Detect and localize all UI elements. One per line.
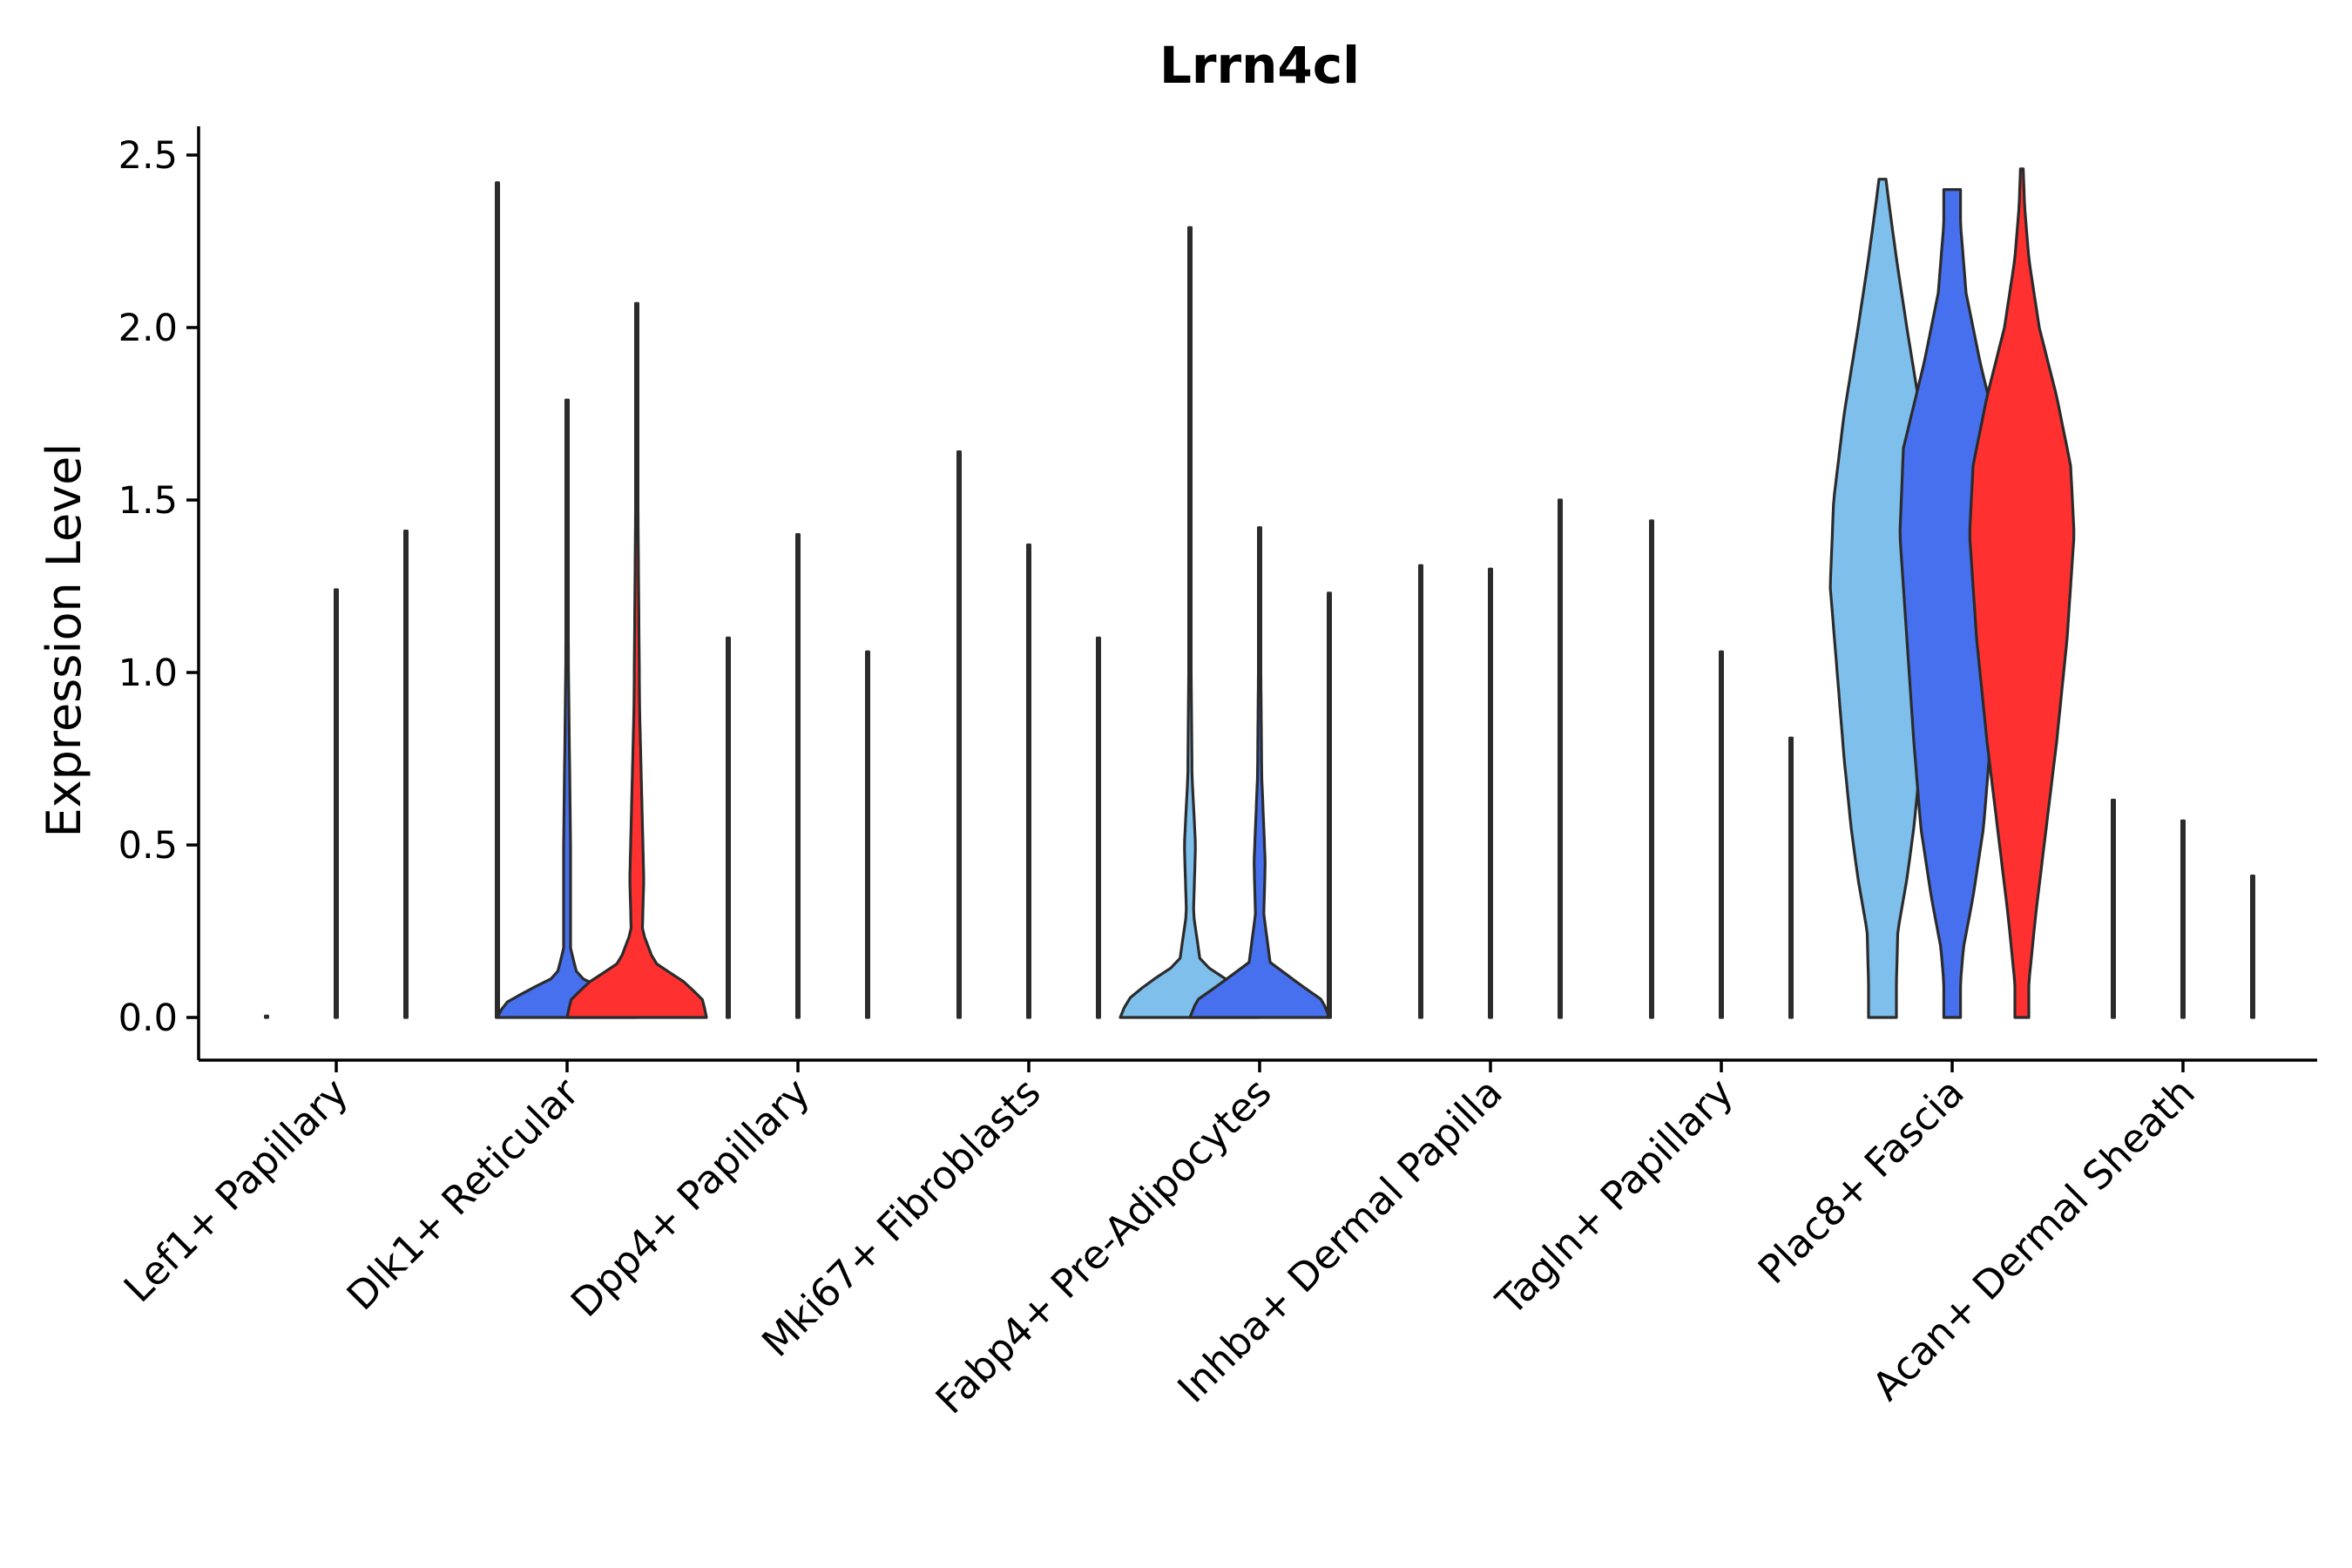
violin-shape (264, 1014, 269, 1019)
violin-shape (1418, 564, 1423, 1019)
violin-shape (334, 588, 339, 1019)
violin-shape (1558, 498, 1563, 1019)
violin-shape (2180, 819, 2186, 1019)
violin-shape (1788, 736, 1794, 1019)
violin-shape (2111, 798, 2116, 1019)
y-tick-label: 0.5 (118, 824, 178, 868)
violin-shape (956, 450, 962, 1019)
violin-shape (496, 398, 639, 1019)
violin-shape (495, 181, 500, 1019)
y-tick-label: 2.5 (118, 134, 178, 178)
violin-shape (1649, 519, 1654, 1019)
violin-shape (565, 301, 708, 1019)
violin-shape (403, 530, 409, 1019)
violin-shape (795, 533, 801, 1019)
x-category-label: Dlk1+ Reticular (338, 1069, 588, 1319)
chart-title: Lrrn4cl (1159, 36, 1360, 95)
x-category-label: Lef1+ Papillary (115, 1069, 357, 1311)
y-tick-label: 0.0 (118, 997, 178, 1040)
y-tick-label: 1.5 (118, 479, 178, 523)
violin-shape (1188, 526, 1331, 1019)
violin-shape (1096, 636, 1101, 1019)
x-category-label: Plac8+ Fascia (1749, 1069, 1973, 1293)
violin-shape (1719, 650, 1724, 1019)
violin-shape (1968, 167, 2076, 1019)
y-axis-label: Expression Level (37, 443, 91, 838)
violin-shape (1327, 591, 1332, 1019)
violin-shape (726, 636, 731, 1019)
violin-shape (1488, 567, 1493, 1019)
violin-shape (2250, 875, 2255, 1019)
x-category-label: Dpp4+ Papillary (562, 1069, 819, 1326)
y-tick-label: 2.0 (118, 307, 178, 350)
x-category-label: Tagln+ Papillary (1487, 1069, 1742, 1324)
violin-shape (1026, 543, 1031, 1019)
violin-shape (1119, 226, 1261, 1019)
violin-shape (865, 650, 870, 1019)
y-tick-label: 1.0 (118, 652, 178, 695)
